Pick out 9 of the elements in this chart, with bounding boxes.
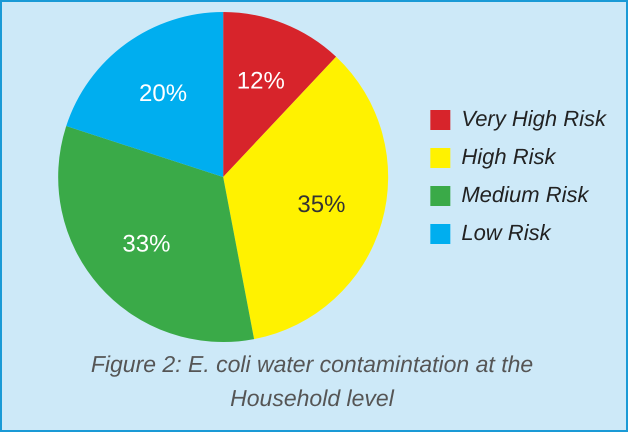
data-label: 33% <box>122 230 170 258</box>
data-label: 35% <box>297 191 346 218</box>
legend-label: High Risk <box>461 144 556 170</box>
text: Figure 2: E. coli water contamintation at the Household level <box>90 350 534 413</box>
legend-label: Medium Risk <box>461 182 590 208</box>
legend-label: Very High Risk <box>461 106 607 132</box>
legend-label: Low Risk <box>461 220 552 246</box>
data-label: 20% <box>139 80 188 107</box>
data-label: 12% <box>236 68 285 95</box>
